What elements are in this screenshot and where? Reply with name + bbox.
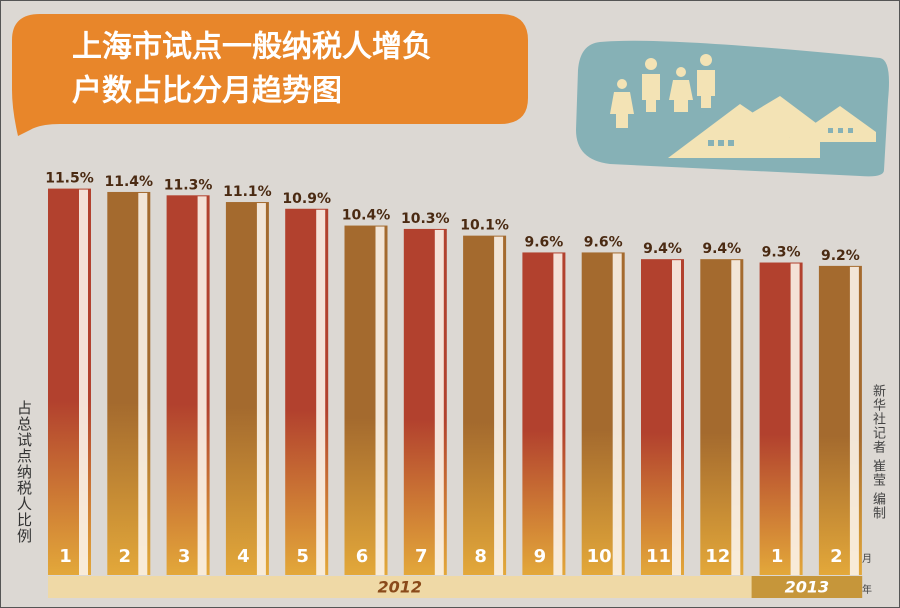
x-tick-label: 7 xyxy=(415,546,428,567)
x-tick-label: 2 xyxy=(119,546,132,567)
x-tick-label: 6 xyxy=(356,546,369,567)
x-tick-label: 3 xyxy=(178,546,191,567)
x-tick-label: 9 xyxy=(534,546,547,567)
month-unit: 月 xyxy=(862,554,872,565)
bar-highlight xyxy=(316,209,326,575)
value-label: 11.4% xyxy=(105,174,154,190)
bar-highlight xyxy=(612,253,622,575)
value-label: 9.6% xyxy=(584,234,623,250)
x-tick-label: 4 xyxy=(237,546,250,567)
year-label: 2013 xyxy=(785,578,830,597)
bar-highlight xyxy=(731,260,741,575)
value-label: 10.3% xyxy=(401,211,450,227)
year-unit: 年 xyxy=(862,585,872,596)
value-label: 11.1% xyxy=(223,184,272,200)
x-tick-label: 10 xyxy=(587,546,612,567)
bar-highlight xyxy=(849,266,859,575)
value-label: 9.4% xyxy=(702,241,741,257)
value-label: 10.9% xyxy=(282,191,331,207)
y-axis-label: 占总试点纳税人比例 xyxy=(15,400,33,544)
title-box xyxy=(12,14,528,136)
value-label: 9.2% xyxy=(821,248,860,264)
bar-highlight xyxy=(790,263,800,575)
bar-highlight xyxy=(197,196,207,575)
x-tick-label: 11 xyxy=(646,546,671,567)
bar-highlight xyxy=(672,260,681,575)
value-label: 11.5% xyxy=(45,171,94,187)
year-segment xyxy=(751,576,863,598)
year-label: 2012 xyxy=(378,578,423,597)
x-tick-label: 8 xyxy=(474,546,487,567)
value-label: 10.1% xyxy=(460,218,509,234)
credit: 新华社记者 崔莹 编制 xyxy=(870,384,885,521)
bar-highlight xyxy=(79,189,88,575)
value-label: 9.4% xyxy=(643,241,682,257)
x-tick-label: 1 xyxy=(771,546,784,567)
illustration xyxy=(576,40,889,177)
bar-highlight xyxy=(553,253,563,575)
value-label: 9.3% xyxy=(762,245,801,261)
year-band xyxy=(48,576,858,598)
value-label: 11.3% xyxy=(164,177,213,193)
x-tick-label: 2 xyxy=(830,546,843,567)
bar-highlight xyxy=(256,203,266,576)
chart-title: 户数占比分月趋势图 xyxy=(72,74,342,109)
x-tick-label: 5 xyxy=(296,546,309,567)
bar-highlight xyxy=(434,229,444,576)
bar-highlight xyxy=(494,236,504,575)
x-tick-label: 12 xyxy=(705,546,730,567)
x-tick-label: 1 xyxy=(59,546,72,567)
bar-highlight xyxy=(138,192,148,575)
chart-title: 上海市试点一般纳税人增负 xyxy=(72,30,432,65)
value-label: 9.6% xyxy=(524,234,563,250)
value-label: 10.4% xyxy=(342,208,391,224)
bar-highlight xyxy=(375,226,385,575)
